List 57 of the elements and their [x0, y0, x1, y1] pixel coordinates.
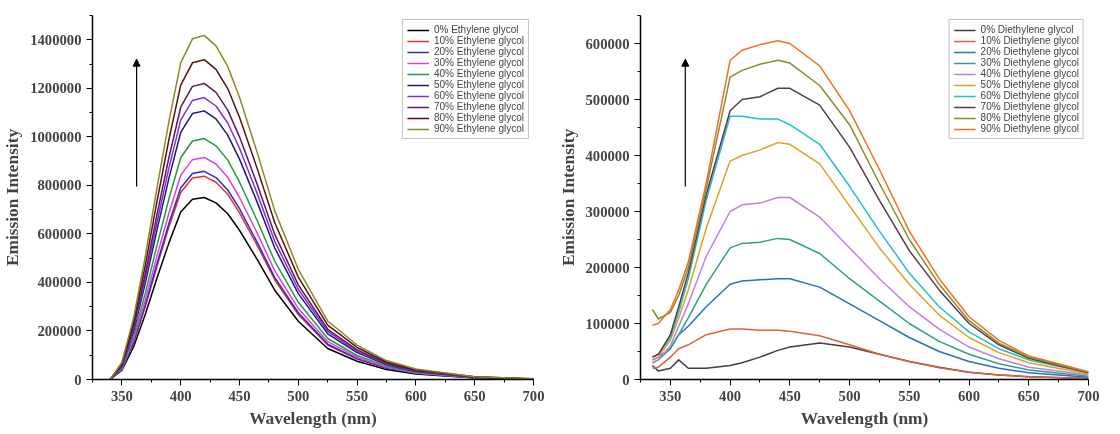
legend-label: 30% Diethylene glycol	[980, 57, 1079, 68]
y-tick-label: 600000	[585, 35, 630, 52]
legend-label: 60% Ethylene glycol	[433, 90, 524, 101]
x-tick-label: 700	[522, 387, 545, 404]
y-tick-label: 100000	[585, 315, 630, 332]
legend-label: 90% Ethylene glycol	[433, 123, 524, 134]
x-tick-label: 400	[719, 387, 742, 404]
legend-label: 70% Ethylene glycol	[433, 101, 524, 112]
y-axis-title: Emission Intensity	[3, 128, 23, 267]
x-tick-label: 350	[659, 387, 682, 404]
y-tick-label: 0	[74, 371, 82, 388]
x-tick-label: 700	[1077, 387, 1100, 404]
x-tick-label: 600	[404, 387, 427, 404]
x-tick-label: 600	[958, 387, 981, 404]
legend-label: 70% Diethylene glycol	[980, 101, 1079, 112]
legend-label: 20% Ethylene glycol	[433, 46, 524, 57]
legend-label: 0% Diethylene glycol	[980, 24, 1074, 35]
y-tick-label: 400000	[37, 274, 82, 291]
legend-label: 10% Ethylene glycol	[433, 35, 524, 46]
x-tick-label: 450	[778, 387, 801, 404]
legend-label: 30% Ethylene glycol	[433, 57, 524, 68]
x-tick-label: 550	[346, 387, 369, 404]
x-tick-label: 650	[1017, 387, 1040, 404]
x-axis-title: Wavelength (nm)	[249, 408, 377, 428]
x-tick-label: 500	[838, 387, 861, 404]
y-tick-label: 0	[622, 371, 630, 388]
legend-label: 50% Ethylene glycol	[433, 79, 524, 90]
legend-label: 80% Ethylene glycol	[433, 112, 524, 123]
legend-label: 0% Ethylene glycol	[433, 24, 519, 35]
line-series	[651, 196, 1089, 376]
legend-label: 40% Ethylene glycol	[433, 68, 524, 79]
y-tick-label: 1200000	[30, 80, 82, 97]
y-tick-label: 1000000	[30, 128, 82, 145]
y-tick-label: 600000	[37, 225, 82, 242]
y-tick-label: 200000	[37, 322, 82, 339]
legend-label: 60% Diethylene glycol	[980, 90, 1079, 101]
y-tick-label: 300000	[585, 203, 630, 220]
line-series	[651, 328, 1089, 380]
legend-label: 50% Diethylene glycol	[980, 79, 1079, 90]
x-tick-label: 650	[463, 387, 486, 404]
x-tick-label: 400	[169, 387, 192, 404]
y-tick-label: 200000	[585, 259, 630, 276]
y-tick-label: 400000	[585, 147, 630, 164]
y-tick-label: 1400000	[30, 31, 82, 48]
legend-label: 10% Diethylene glycol	[980, 35, 1079, 46]
legend-label: 20% Diethylene glycol	[980, 46, 1079, 57]
x-tick-label: 450	[228, 387, 251, 404]
y-tick-label: 500000	[585, 91, 630, 108]
legend-label: 40% Diethylene glycol	[980, 68, 1079, 79]
x-axis-title: Wavelength (nm)	[800, 408, 929, 428]
x-tick-label: 350	[110, 387, 133, 404]
legend-label: 90% Diethylene glycol	[980, 123, 1079, 134]
y-tick-label: 800000	[37, 177, 82, 194]
x-tick-label: 550	[898, 387, 921, 404]
legend-label: 80% Diethylene glycol	[980, 112, 1079, 123]
x-tick-label: 500	[287, 387, 310, 404]
y-axis-title: Emission Intensity	[558, 128, 578, 267]
